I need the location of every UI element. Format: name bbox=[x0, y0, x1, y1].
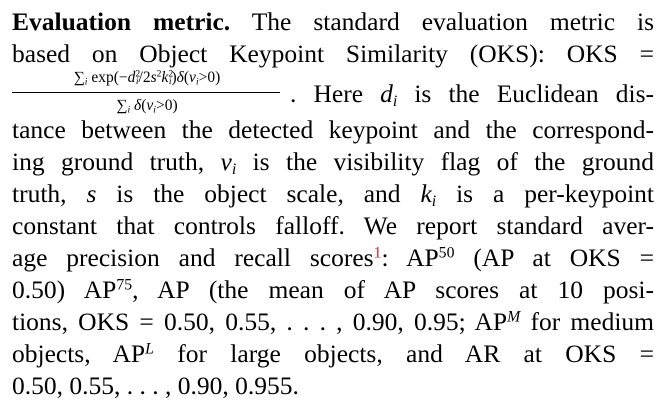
oks-fraction: ∑i exp(−d2i/2s2k2i)δ(vi>0) ∑i δ(vi>0) bbox=[12, 66, 282, 124]
paragraph-heading: Evaluation metric. bbox=[12, 7, 231, 36]
line-7-text: constant that controls falloff. We repor… bbox=[12, 211, 654, 240]
paragraph-line-12: 0.50, 0.55, . . . , 0.90, 0.955. bbox=[12, 370, 654, 402]
footnote-marker[interactable]: 1 bbox=[373, 244, 382, 262]
line-8-pre: age precision and recall scores bbox=[12, 243, 374, 272]
line-12-text: 0.50, 0.55, . . . , 0.90, 0.955. bbox=[12, 371, 299, 400]
paragraph-line-6: truth, s is the object scale, and ki is … bbox=[12, 179, 654, 210]
paragraph-line-9: 0.50) AP75, AP (the mean of AP scores at… bbox=[12, 275, 654, 304]
line-2-equals: = bbox=[639, 39, 655, 68]
paragraph-line-5: ing ground truth, vi is the visibility f… bbox=[12, 147, 654, 178]
paragraph-line-1: Evaluation metric. The standard evaluati… bbox=[12, 6, 654, 38]
paragraph-line-2: based on Object Keypoint Similarity (OKS… bbox=[12, 38, 654, 70]
fraction-numerator: ∑i exp(−d2i/2s2k2i)δ(vi>0) bbox=[73, 68, 221, 88]
paragraph-line-4: tance between the detected keypoint and … bbox=[12, 114, 654, 146]
fraction-denominator: ∑i δ(vi>0) bbox=[116, 97, 178, 116]
line-2-text: based on Object Keypoint Similarity (OKS… bbox=[12, 39, 618, 68]
paragraph-line-8: age precision and recall scores1: AP50 (… bbox=[12, 243, 654, 272]
line-4-text: tance between the detected keypoint and … bbox=[12, 115, 654, 144]
paragraph-line-11: objects, APL for large objects, and AR a… bbox=[12, 339, 654, 368]
paragraph-line-10: tions, OKS = 0.50, 0.55, . . . , 0.90, 0… bbox=[12, 307, 654, 336]
line-3-after-fraction: . Here di is the Euclidean dis- bbox=[290, 79, 654, 110]
line-1-text: The standard evaluation metric is bbox=[251, 7, 654, 36]
paragraph-line-7: constant that controls falloff. We repor… bbox=[12, 210, 654, 242]
paragraph-line-3: ∑i exp(−d2i/2s2k2i)δ(vi>0) ∑i δ(vi>0) . … bbox=[12, 64, 654, 128]
fraction-bar bbox=[12, 92, 280, 93]
